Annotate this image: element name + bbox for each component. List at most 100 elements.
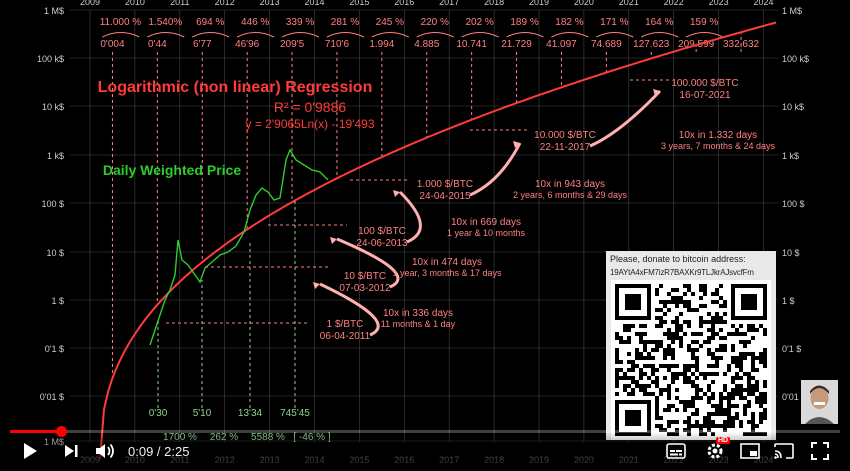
qr-module — [715, 356, 719, 360]
qr-module — [739, 384, 743, 388]
miniplayer-button[interactable] — [738, 440, 762, 462]
qr-module — [687, 424, 691, 428]
scrubber-handle[interactable] — [56, 426, 68, 437]
qr-module — [619, 368, 623, 372]
qr-module — [719, 348, 723, 352]
settings-button[interactable]: HD — [702, 437, 731, 462]
progress-bar[interactable] — [10, 426, 840, 437]
qr-module — [699, 424, 703, 428]
qr-module — [663, 304, 667, 308]
qr-module — [695, 308, 699, 312]
qr-module — [723, 388, 727, 392]
qr-module — [715, 292, 719, 296]
qr-module — [711, 404, 715, 408]
qr-module — [759, 412, 763, 416]
subtitles-button[interactable] — [664, 440, 688, 462]
qr-module — [643, 392, 647, 396]
qr-module — [631, 360, 635, 364]
qr-module — [667, 408, 671, 412]
qr-module — [667, 336, 671, 340]
qr-module — [747, 376, 751, 380]
qr-module — [759, 392, 763, 396]
next-button[interactable] — [60, 440, 82, 462]
channel-avatar[interactable] — [801, 380, 838, 424]
qr-module — [699, 284, 703, 288]
qr-module — [671, 376, 675, 380]
qr-module — [627, 336, 631, 340]
qr-module — [655, 424, 659, 428]
year-price: 10.741 — [456, 39, 487, 50]
qr-module — [659, 416, 663, 420]
interval-main: 10x in 1.332 days — [679, 130, 757, 141]
qr-module — [691, 364, 695, 368]
regression-equation: y = 2'9065Ln(x) - 19'493 — [246, 117, 375, 131]
qr-module — [695, 424, 699, 428]
y-tick-label-right: 1 $ — [782, 296, 795, 306]
qr-module — [623, 384, 627, 388]
qr-module — [751, 368, 755, 372]
qr-module — [675, 388, 679, 392]
qr-module — [763, 416, 767, 420]
qr-module — [751, 388, 755, 392]
qr-module — [719, 328, 723, 332]
qr-module — [671, 300, 675, 304]
interval-sub: 1 year, 3 months & 17 days — [392, 268, 502, 278]
qr-module — [699, 428, 703, 432]
qr-module — [615, 368, 619, 372]
qr-module — [723, 336, 727, 340]
qr-module — [691, 352, 695, 356]
qr-module — [735, 364, 739, 368]
growth-arrow — [236, 32, 275, 38]
interval-sub: 3 years, 7 months & 24 days — [661, 141, 776, 151]
play-button[interactable] — [18, 440, 42, 462]
qr-module — [615, 332, 619, 336]
qr-module — [699, 320, 703, 324]
qr-module — [755, 396, 759, 400]
cast-button[interactable] — [772, 440, 796, 462]
qr-module — [715, 320, 719, 324]
interval-main: 10x in 474 days — [412, 257, 482, 268]
qr-module — [735, 332, 739, 336]
qr-module — [719, 400, 723, 404]
qr-module — [671, 380, 675, 384]
qr-module — [715, 288, 719, 292]
qr-module — [631, 388, 635, 392]
qr-module — [667, 424, 671, 428]
qr-module — [663, 364, 667, 368]
qr-module — [711, 364, 715, 368]
qr-module — [719, 320, 723, 324]
qr-module — [727, 396, 731, 400]
year-label-top: 2024 — [753, 0, 773, 7]
qr-module — [695, 348, 699, 352]
qr-module — [755, 388, 759, 392]
interval-arrow — [589, 89, 662, 148]
qr-module — [747, 404, 751, 408]
qr-module — [675, 332, 679, 336]
qr-module — [703, 424, 707, 428]
growth-percent: 694 % — [196, 17, 224, 28]
qr-module — [763, 348, 767, 352]
qr-module — [687, 344, 691, 348]
qr-module — [675, 376, 679, 380]
qr-module — [623, 372, 627, 376]
year-label-top: 2017 — [439, 0, 459, 7]
fullscreen-button[interactable] — [808, 440, 832, 462]
qr-module — [639, 376, 643, 380]
qr-module — [699, 332, 703, 336]
qr-module — [671, 356, 675, 360]
qr-module — [727, 332, 731, 336]
settings-gear-icon — [707, 443, 723, 459]
qr-module — [735, 416, 739, 420]
qr-module — [655, 288, 659, 292]
year-label-top: 2014 — [304, 0, 324, 7]
qr-module — [691, 348, 695, 352]
qr-module — [691, 400, 695, 404]
growth-arrow — [371, 32, 409, 38]
qr-module — [679, 328, 683, 332]
time-display: 0:09 / 2:25 — [128, 444, 190, 459]
volume-button[interactable] — [94, 440, 118, 462]
qr-module — [719, 408, 723, 412]
qr-module — [747, 392, 751, 396]
